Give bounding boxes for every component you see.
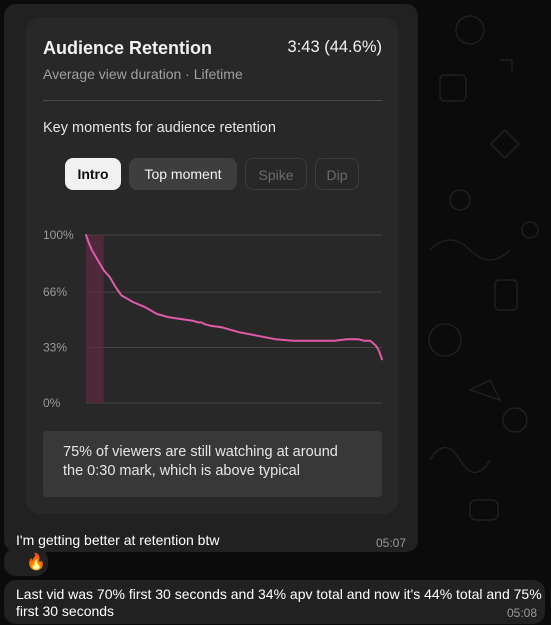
message-bubble-fire[interactable] xyxy=(4,548,48,576)
chip-spike: Spike xyxy=(245,158,307,190)
doodle-triangle-1 xyxy=(468,378,502,402)
card-divider xyxy=(43,100,382,101)
doodle-wave-2 xyxy=(429,446,491,474)
chip-intro[interactable]: Intro xyxy=(65,158,121,190)
doodle-diamond-1 xyxy=(489,128,521,160)
doodle-wave-1 xyxy=(429,239,511,261)
x-tick-label: 0:00 xyxy=(86,416,110,418)
y-tick-label: 33% xyxy=(43,341,67,355)
card-subtitle: Average view duration · Lifetime xyxy=(43,66,243,82)
insight-line-1: 75% of viewers are still watching at aro… xyxy=(63,444,338,460)
y-tick-label: 0% xyxy=(43,396,61,410)
y-tick-label: 66% xyxy=(43,285,67,299)
doodle-corner-1 xyxy=(500,59,513,72)
doodle-circle-2 xyxy=(449,189,471,211)
message-text-3-line-1: Last vid was 70% first 30 seconds and 34… xyxy=(16,586,542,602)
audience-retention-card: Audience Retention 3:43 (44.6%) Average … xyxy=(26,18,398,514)
doodle-square-1 xyxy=(439,74,467,102)
average-view-duration-value: 3:43 (44.6%) xyxy=(287,38,382,56)
doodle-circle-4 xyxy=(502,407,528,433)
retention-chart: 100% 66% 33% 0% 0:00 8:20 xyxy=(43,228,383,418)
intro-highlight-band xyxy=(86,235,104,403)
fire-emoji: 🔥 xyxy=(26,554,46,571)
y-tick-label: 100% xyxy=(43,228,74,242)
doodle-circle-3 xyxy=(428,323,462,357)
chip-dip: Dip xyxy=(315,158,359,190)
message-time-3: 05:08 xyxy=(507,606,538,620)
retention-line xyxy=(85,234,383,361)
message-text-3-line-2: first 30 seconds xyxy=(16,603,115,619)
key-moments-title: Key moments for audience retention xyxy=(43,120,276,136)
doodle-circle-5 xyxy=(521,221,539,239)
message-time-1: 05:07 xyxy=(376,536,407,550)
retention-insight-box: 75% of viewers are still watching at aro… xyxy=(43,431,382,497)
doodle-circle-1 xyxy=(455,15,485,45)
doodle-square-3 xyxy=(469,499,499,521)
chip-top-moment[interactable]: Top moment xyxy=(129,158,237,190)
message-text-1: I'm getting better at retention btw xyxy=(16,532,220,548)
doodle-square-2 xyxy=(494,279,518,311)
x-tick-label: 8:20 xyxy=(359,416,383,418)
insight-line-2: the 0:30 mark, which is above typical xyxy=(63,463,300,479)
message-bubble-last[interactable] xyxy=(4,580,545,624)
card-title: Audience Retention xyxy=(43,38,213,58)
